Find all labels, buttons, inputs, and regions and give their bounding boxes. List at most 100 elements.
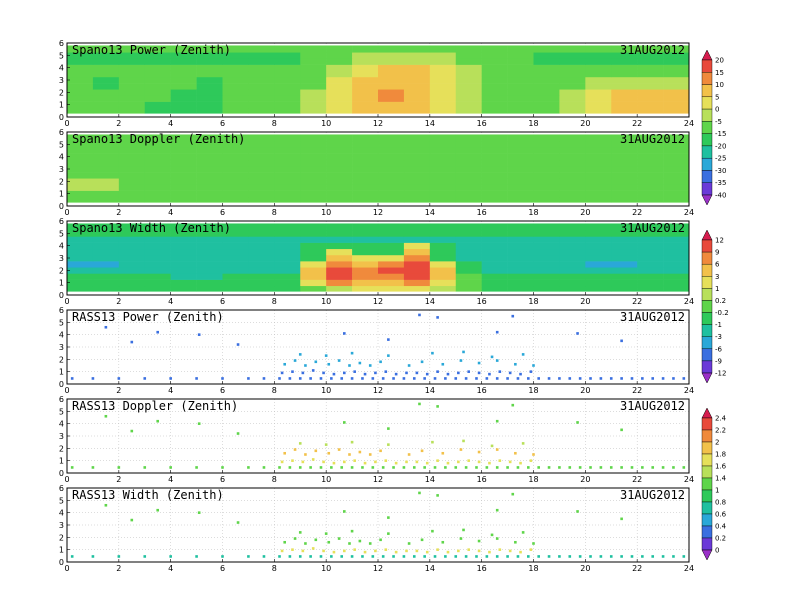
scatter-point xyxy=(441,362,445,366)
scatter-point xyxy=(387,516,390,519)
heatmap-cell xyxy=(429,95,457,102)
y-tick-label: 3 xyxy=(59,254,64,263)
heatmap-cell xyxy=(585,70,612,78)
scatter-point xyxy=(661,466,665,469)
colorbar-tick-label: 15 xyxy=(715,69,724,77)
heatmap-cell xyxy=(559,52,586,59)
scatter-point xyxy=(348,364,351,367)
heatmap-cell xyxy=(92,101,120,109)
colorbar-tick-label: 2.2 xyxy=(715,427,726,435)
heatmap-cell xyxy=(637,190,664,198)
heatmap-cell xyxy=(196,285,223,292)
heatmap-cell xyxy=(507,83,534,90)
heatmap-cell xyxy=(533,165,560,173)
scatter-point xyxy=(343,421,346,424)
heatmap-cell xyxy=(196,76,223,84)
heatmap-cell xyxy=(507,165,534,173)
scatter-point xyxy=(298,353,302,356)
heatmap-cell xyxy=(67,147,94,154)
heatmap-cell xyxy=(637,279,664,287)
heatmap-cell xyxy=(533,70,560,78)
scatter-point xyxy=(433,466,437,469)
colorbar-segment xyxy=(701,336,713,350)
x-tick-label: 8 xyxy=(272,208,277,217)
heatmap-cell xyxy=(274,273,301,280)
colorbar-tick-label: 0.8 xyxy=(715,499,726,507)
x-tick-label: 2 xyxy=(116,475,121,484)
heatmap-cell xyxy=(248,95,275,102)
heatmap-cell xyxy=(92,134,120,142)
heatmap-cell xyxy=(507,248,534,256)
heatmap-cell xyxy=(507,230,534,237)
heatmap-cell xyxy=(429,178,457,185)
heatmap-cell xyxy=(144,236,171,243)
heatmap-cell xyxy=(196,242,223,250)
heatmap-cell xyxy=(144,178,171,185)
scatter-point xyxy=(169,377,172,380)
x-tick-label: 24 xyxy=(684,386,694,395)
scatter-point xyxy=(195,466,198,469)
scatter-point xyxy=(319,466,323,469)
scatter-point xyxy=(361,466,364,469)
scatter-point xyxy=(446,550,450,554)
scatter-point xyxy=(327,540,331,544)
x-tick-label: 22 xyxy=(632,119,642,128)
scatter-point xyxy=(104,503,108,507)
heatmap-cell xyxy=(92,196,120,203)
heatmap-cell xyxy=(248,83,275,90)
colorbar-segment xyxy=(701,477,713,491)
heatmap-cell xyxy=(352,196,379,203)
scatter-point xyxy=(283,362,286,366)
y-tick-label: 3 xyxy=(59,165,64,174)
heatmap-cell xyxy=(611,153,638,161)
scatter-point xyxy=(485,555,489,558)
heatmap-cell xyxy=(533,273,560,280)
heatmap-cell xyxy=(118,159,146,167)
heatmap-cell xyxy=(326,159,353,167)
scatter-point xyxy=(441,540,445,544)
scatter-point xyxy=(436,548,439,551)
colorbar-segment xyxy=(701,525,713,539)
scatter-point xyxy=(589,555,592,558)
heatmap-cell xyxy=(352,58,379,65)
scatter-point xyxy=(343,549,346,553)
scatter-point xyxy=(477,371,481,375)
heatmap-cell xyxy=(403,196,431,203)
heatmap-cell xyxy=(300,285,327,292)
heatmap-cell xyxy=(611,279,638,287)
colorbar-tick-label: 1.8 xyxy=(715,451,726,459)
heatmap-cell xyxy=(222,101,249,109)
heatmap-cell xyxy=(222,178,249,185)
scatter-point xyxy=(221,466,224,469)
scatter-point xyxy=(330,466,333,469)
heatmap-cell xyxy=(507,76,534,84)
heatmap-cell xyxy=(611,58,638,65)
scatter-point xyxy=(630,377,634,380)
heatmap-cell xyxy=(326,147,353,154)
colorbar-tick-label: 0.2 xyxy=(715,297,726,305)
heatmap-cell xyxy=(352,279,379,287)
heatmap-cell xyxy=(455,89,482,96)
x-tick-label: 18 xyxy=(528,208,538,217)
y-tick-label: 5 xyxy=(59,229,64,238)
scatter-point xyxy=(301,460,305,464)
heatmap-cell xyxy=(92,147,120,154)
heatmap-cell xyxy=(429,83,457,90)
heatmap-cell xyxy=(481,223,508,231)
heatmap-cell xyxy=(248,196,275,203)
scatter-point xyxy=(568,466,572,469)
heatmap-cell xyxy=(429,261,457,268)
heatmap-cell xyxy=(92,267,120,274)
scatter-point xyxy=(558,377,561,380)
scatter-point xyxy=(350,440,354,444)
heatmap-cell xyxy=(196,172,223,179)
heatmap-cell xyxy=(559,267,586,274)
heatmap-cell xyxy=(611,134,638,142)
scatter-point xyxy=(384,459,388,462)
heatmap-cell xyxy=(481,76,508,84)
heatmap-cell xyxy=(378,64,405,72)
heatmap-cell xyxy=(248,184,275,191)
heatmap-cell xyxy=(585,236,612,243)
heatmap-cell xyxy=(352,95,379,102)
heatmap-cell xyxy=(92,285,120,292)
